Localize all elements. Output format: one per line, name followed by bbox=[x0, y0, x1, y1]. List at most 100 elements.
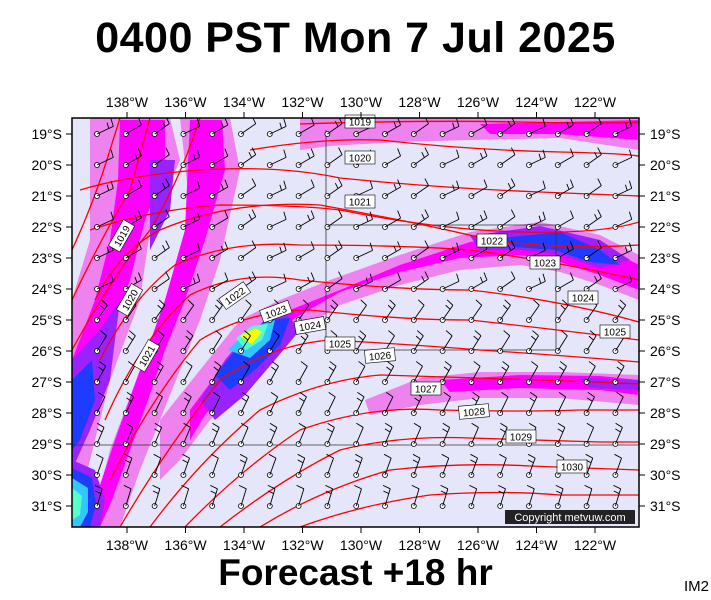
wind-barb bbox=[353, 299, 367, 323]
lat-label-right: 31°S bbox=[650, 498, 681, 514]
wind-barb bbox=[554, 361, 567, 385]
wind-barb bbox=[209, 361, 222, 385]
wind-barb bbox=[410, 118, 429, 137]
wind-barb bbox=[324, 118, 343, 137]
wind-barb bbox=[180, 273, 201, 292]
wind-barb bbox=[439, 180, 460, 199]
wind-barb bbox=[94, 149, 114, 168]
wind-barb bbox=[209, 272, 229, 292]
wind-barb bbox=[554, 422, 566, 447]
wind-barb bbox=[266, 330, 280, 354]
lat-label-left: 25°S bbox=[31, 312, 62, 328]
lat-label-right: 23°S bbox=[650, 250, 681, 266]
lat-label-left: 27°S bbox=[31, 374, 62, 390]
wind-barb bbox=[554, 330, 568, 354]
map-title: 0400 PST Mon 7 Jul 2025 bbox=[95, 14, 616, 62]
wind-barbs bbox=[94, 118, 633, 509]
wind-barb bbox=[382, 272, 402, 292]
wind-barb bbox=[266, 273, 287, 292]
lon-label-bottom: 134°W bbox=[223, 537, 266, 553]
svg-text:1028: 1028 bbox=[463, 407, 487, 420]
wind-barb bbox=[151, 178, 170, 199]
lat-label-right: 27°S bbox=[650, 374, 681, 390]
precip-column-west-blue bbox=[72, 360, 95, 450]
precip-band-south-purple bbox=[580, 378, 639, 390]
wind-barb bbox=[324, 391, 336, 416]
wind-barb bbox=[151, 453, 162, 478]
lon-label-top: 130°W bbox=[340, 94, 383, 110]
wind-barb bbox=[151, 118, 170, 137]
wind-barb bbox=[353, 453, 363, 478]
wind-barb bbox=[439, 149, 460, 168]
lat-label-left: 28°S bbox=[31, 405, 62, 421]
wind-barb bbox=[122, 118, 142, 137]
wind-barb bbox=[439, 330, 453, 354]
wind-barb bbox=[526, 299, 540, 323]
wind-barb bbox=[497, 178, 516, 199]
wind-barb bbox=[526, 118, 546, 137]
wind-barb bbox=[295, 391, 307, 416]
wind-barb bbox=[266, 149, 287, 168]
product-code: IM2 bbox=[683, 578, 709, 595]
wind-barb bbox=[382, 484, 391, 509]
wind-barb bbox=[295, 272, 315, 292]
wind-barb bbox=[94, 118, 114, 137]
wind-barb bbox=[180, 422, 191, 447]
wind-barb bbox=[583, 422, 595, 447]
lat-label-left: 19°S bbox=[31, 126, 62, 142]
wind-barb bbox=[612, 484, 622, 509]
wind-barb bbox=[497, 240, 516, 261]
wind-barb bbox=[382, 361, 395, 385]
svg-text:1021: 1021 bbox=[349, 198, 372, 209]
isobar-label: 1024 bbox=[293, 316, 327, 335]
wind-barb bbox=[612, 242, 633, 261]
wind-barb bbox=[526, 361, 539, 385]
isobar bbox=[299, 491, 639, 527]
lat-label-right: 25°S bbox=[650, 312, 681, 328]
wind-barb bbox=[439, 422, 451, 447]
lon-label-bottom: 122°W bbox=[574, 537, 617, 553]
wind-barb bbox=[612, 149, 633, 168]
wind-barb bbox=[497, 453, 507, 478]
wind-barb bbox=[526, 391, 538, 416]
lat-label-right: 28°S bbox=[650, 405, 681, 421]
wind-barb bbox=[612, 453, 622, 478]
svg-text:1030: 1030 bbox=[561, 463, 584, 474]
wind-barb bbox=[612, 299, 627, 323]
svg-text:1025: 1025 bbox=[604, 328, 627, 339]
wind-barb bbox=[353, 242, 373, 261]
wind-barb bbox=[180, 299, 195, 323]
wind-barb bbox=[554, 272, 574, 292]
svg-text:1026: 1026 bbox=[369, 351, 393, 364]
wind-barb bbox=[238, 484, 247, 509]
wind-barb bbox=[151, 240, 170, 261]
wind-barb bbox=[583, 118, 602, 137]
wind-barb bbox=[295, 241, 315, 261]
wind-barb bbox=[468, 148, 488, 168]
wind-barb bbox=[526, 330, 539, 354]
wind-barb bbox=[151, 299, 166, 323]
wind-barb bbox=[295, 453, 306, 478]
lat-label-left: 26°S bbox=[31, 343, 62, 359]
lon-label-bottom: 136°W bbox=[164, 537, 207, 553]
wind-barb bbox=[209, 118, 229, 137]
isobar-labels: 1019102010211022102310241025101910201021… bbox=[108, 114, 631, 474]
wind-barb bbox=[324, 240, 343, 261]
wind-barb bbox=[382, 299, 396, 323]
wind-barb bbox=[209, 179, 229, 199]
wind-barb bbox=[324, 361, 337, 385]
wind-barb bbox=[324, 484, 334, 509]
copyright-text: Copyright metvuw.com bbox=[514, 512, 625, 524]
lat-label-left: 29°S bbox=[31, 436, 62, 452]
wind-barb bbox=[94, 180, 114, 199]
wind-barb bbox=[410, 453, 421, 478]
wind-barb bbox=[94, 391, 106, 416]
isobar bbox=[104, 276, 639, 421]
lon-label-bottom: 124°W bbox=[515, 537, 558, 553]
wind-barb bbox=[295, 484, 305, 509]
wind-barb bbox=[266, 118, 287, 137]
wind-barb bbox=[526, 211, 546, 230]
wind-barb bbox=[180, 330, 194, 354]
lon-label-top: 126°W bbox=[457, 94, 500, 110]
